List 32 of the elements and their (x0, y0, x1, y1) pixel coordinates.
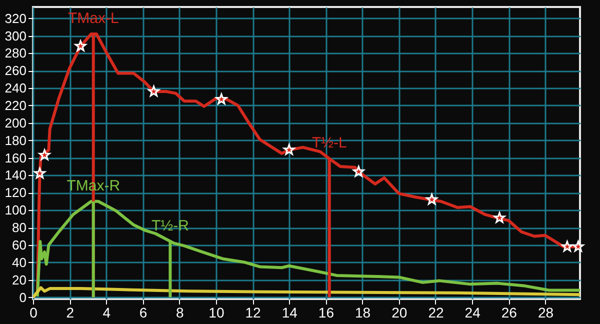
y-tick-label: 140 (4, 168, 26, 183)
x-tick-label: 12 (245, 304, 262, 320)
y-tick-label: 240 (4, 80, 26, 96)
x-tick-label: 16 (318, 304, 334, 320)
y-tick-label: 60 (12, 237, 26, 252)
x-tick-label: 10 (208, 304, 224, 320)
y-tick-label: 80 (12, 220, 26, 236)
x-tick-label: 22 (428, 304, 444, 320)
y-tick-label: 20 (12, 272, 26, 288)
x-tick-label: 24 (464, 304, 481, 320)
x-tick-label: 28 (538, 304, 554, 320)
y-tick-label: 280 (4, 46, 26, 61)
x-tick-label: 20 (392, 304, 408, 320)
x-tick-label: 4 (102, 304, 111, 320)
x-tick-label: 18 (355, 304, 371, 320)
y-tick-label: 40 (12, 254, 26, 270)
x-tick-label: 2 (66, 304, 74, 320)
y-tick-label: 300 (4, 28, 26, 44)
y-tick-label: 260 (4, 63, 26, 78)
y-tick-label: 220 (4, 98, 26, 113)
y-tick-label: 100 (4, 202, 26, 218)
y-tick-label: 160 (4, 150, 26, 166)
x-tick-label: 26 (501, 304, 518, 320)
y-tick-label: 180 (4, 132, 26, 148)
y-tick-label: 120 (4, 185, 26, 200)
x-tick-label: 8 (176, 304, 184, 320)
y-tick-label: 200 (4, 115, 26, 130)
x-tick-label: 0 (30, 304, 38, 320)
y-tick-label: 0 (19, 290, 26, 305)
x-tick-label: 6 (139, 304, 148, 320)
y-tick-label: 320 (4, 10, 26, 26)
x-tick-label: 14 (282, 304, 298, 320)
